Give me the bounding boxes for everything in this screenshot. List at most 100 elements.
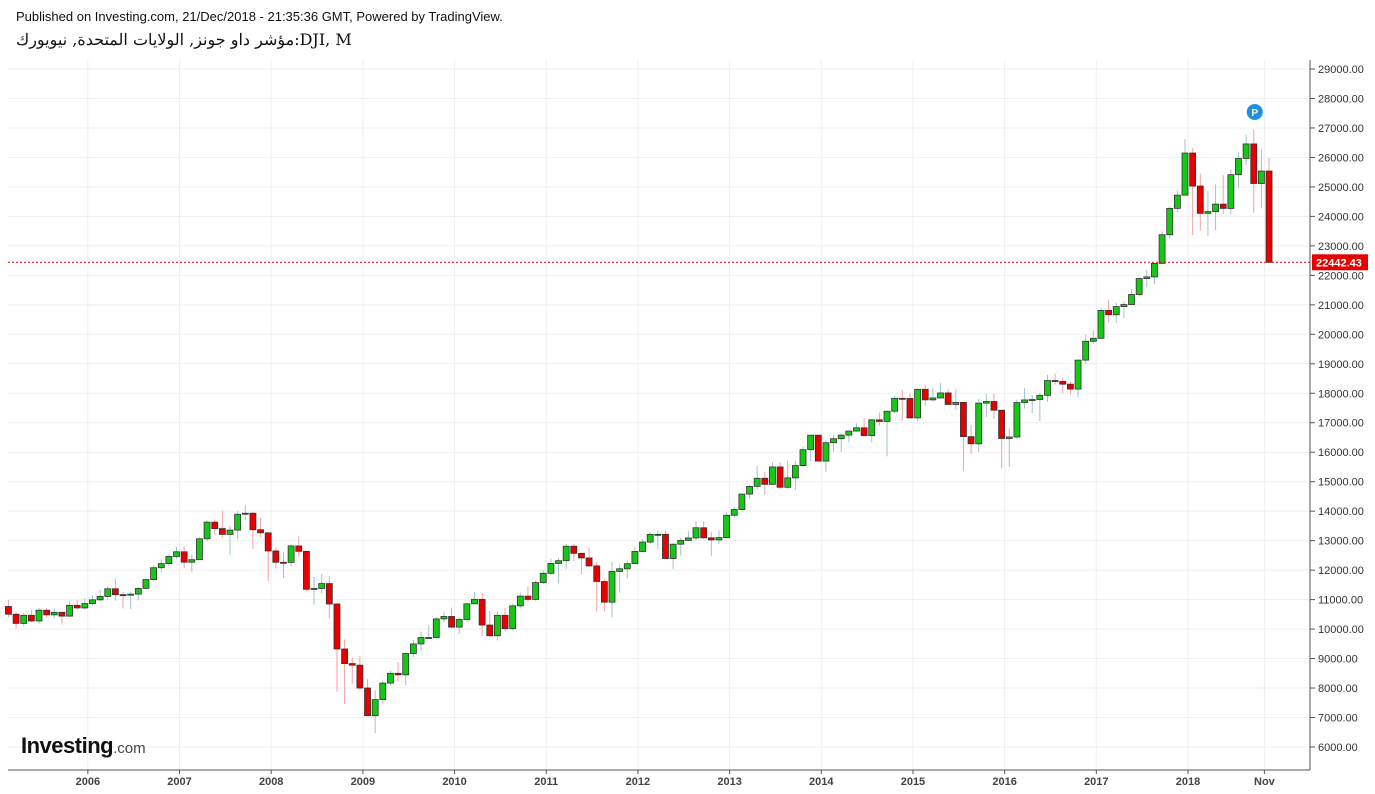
- candle-down: [5, 606, 12, 615]
- candle-up: [830, 438, 837, 444]
- candle-up: [555, 560, 562, 564]
- candle-up: [868, 419, 876, 437]
- last-price-label: 22442.43: [1316, 257, 1362, 269]
- candle-up: [417, 637, 425, 645]
- candle-up: [937, 392, 944, 399]
- candle-down: [119, 594, 127, 597]
- candle-up: [677, 539, 685, 545]
- candle-up: [639, 541, 646, 552]
- y-tick-label: 17000.00: [1318, 418, 1364, 430]
- x-tick-label: 2018: [1176, 776, 1200, 788]
- candle-up: [822, 442, 830, 462]
- candle-down: [600, 581, 608, 603]
- candle-down: [700, 527, 708, 539]
- y-tick-label: 10000.00: [1318, 624, 1364, 636]
- candle-down: [585, 557, 593, 567]
- x-tick-label: 2007: [167, 776, 191, 788]
- candle-up: [516, 595, 524, 607]
- candle-down: [578, 552, 585, 559]
- candle-up: [226, 529, 234, 535]
- candle-up: [425, 637, 433, 639]
- y-tick-label: 12000.00: [1318, 565, 1364, 577]
- x-tick-label: 2015: [901, 776, 925, 788]
- candle-down: [43, 609, 51, 616]
- candle-up: [685, 537, 692, 541]
- candle-up: [1173, 194, 1181, 209]
- candle-up: [241, 512, 249, 515]
- candle-down: [333, 603, 341, 650]
- candle-down: [998, 409, 1006, 439]
- x-tick-label: 2008: [259, 776, 283, 788]
- candle-up: [310, 588, 318, 590]
- candle-down: [662, 533, 669, 559]
- candle-up: [1212, 203, 1219, 212]
- candle-up: [1151, 263, 1158, 278]
- candle-down: [944, 392, 952, 405]
- candle-up: [1074, 359, 1082, 390]
- x-tick-label: 2006: [76, 776, 100, 788]
- candle-up: [1013, 402, 1021, 438]
- candle-down: [218, 528, 226, 535]
- candle-up: [646, 533, 654, 543]
- axes: 6000.00 7000.00 8000.00 9000.00 10000.00 1100…: [8, 60, 1368, 788]
- candle-down: [180, 551, 188, 563]
- candle-up: [81, 603, 89, 609]
- candle-up: [157, 563, 165, 569]
- y-tick-label: 7000.00: [1318, 713, 1358, 725]
- candle-up: [799, 449, 807, 466]
- candle-up: [1082, 340, 1090, 361]
- candle-up: [914, 388, 921, 419]
- candle-down: [501, 614, 509, 630]
- y-tick-label: 20000.00: [1318, 329, 1364, 341]
- x-tick-label: 2012: [626, 776, 650, 788]
- candle-down: [967, 436, 975, 445]
- candle-up: [1258, 170, 1265, 184]
- p-marker-label: P: [1251, 108, 1258, 119]
- candle-up: [891, 397, 899, 412]
- candle-up: [608, 571, 616, 603]
- candle-down: [761, 477, 769, 485]
- investing-logo: Investing.com: [21, 733, 146, 758]
- candle-down: [257, 529, 264, 534]
- candle-up: [1242, 143, 1250, 159]
- y-tick-label: 16000.00: [1318, 447, 1364, 459]
- candle-up: [35, 609, 43, 622]
- candle-down: [478, 598, 486, 626]
- candle-up: [188, 559, 196, 563]
- y-tick-label: 18000.00: [1318, 388, 1364, 400]
- candle-up: [1143, 276, 1151, 279]
- last-price-badge: [1312, 254, 1368, 271]
- candle-up: [142, 579, 150, 589]
- candle-down: [990, 401, 998, 411]
- candle-up: [432, 618, 440, 638]
- candle-down: [112, 588, 119, 596]
- candle-down: [1219, 203, 1227, 209]
- candle-down: [211, 521, 219, 529]
- candle-up: [471, 598, 478, 605]
- y-tick-label: 26000.00: [1318, 152, 1364, 164]
- candle-down: [707, 537, 715, 541]
- candle-up: [753, 477, 761, 487]
- y-tick-label: 23000.00: [1318, 241, 1364, 253]
- candle-down: [776, 466, 784, 488]
- y-tick-label: 27000.00: [1318, 123, 1364, 135]
- candle-down: [58, 611, 66, 617]
- candle-down: [898, 397, 906, 400]
- candle-up: [929, 397, 937, 401]
- candle-up: [387, 672, 394, 684]
- candle-up: [715, 537, 723, 541]
- candle-up: [203, 521, 211, 540]
- candle-down: [12, 613, 20, 624]
- candle-down: [280, 561, 287, 564]
- candle-down: [295, 545, 303, 552]
- candle-up: [723, 514, 730, 538]
- candle-down: [1051, 380, 1059, 382]
- candle-up: [952, 401, 960, 405]
- candle-up: [730, 509, 738, 516]
- x-tick-label: 2010: [442, 776, 466, 788]
- candle-up: [1227, 174, 1235, 209]
- candle-up: [631, 551, 639, 565]
- candle-down: [27, 614, 35, 622]
- candle-up: [402, 653, 410, 676]
